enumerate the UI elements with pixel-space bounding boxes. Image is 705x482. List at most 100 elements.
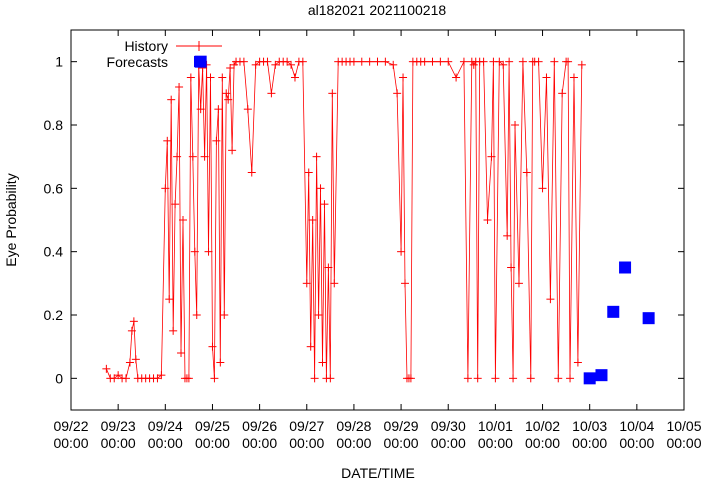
history-point xyxy=(228,146,237,155)
tick-marks xyxy=(70,30,685,410)
history-point xyxy=(110,374,119,383)
y-tick-label: 0 xyxy=(55,370,63,386)
x-tick-label-time: 00:00 xyxy=(242,435,277,451)
history-point xyxy=(157,371,166,380)
forecast-point xyxy=(583,372,596,385)
x-tick-label-time: 00:00 xyxy=(384,435,419,451)
x-tick-label-date: 09/29 xyxy=(384,418,419,434)
history-point xyxy=(290,73,299,82)
history-point xyxy=(247,168,256,177)
x-tick-label-time: 00:00 xyxy=(101,435,136,451)
history-point xyxy=(373,57,382,66)
y-tick-label: 1 xyxy=(55,54,63,70)
history-point xyxy=(308,216,317,224)
y-tick-label: 0.8 xyxy=(44,117,64,133)
history-point xyxy=(263,57,272,66)
x-tick-label-time: 00:00 xyxy=(53,435,88,451)
history-point xyxy=(542,73,551,82)
history-point xyxy=(283,57,292,66)
history-point xyxy=(564,57,573,66)
history-point xyxy=(302,279,311,288)
y-tick-label: 0.6 xyxy=(44,180,64,196)
history-point xyxy=(459,57,468,66)
history-point xyxy=(393,89,402,98)
history-point xyxy=(165,295,174,304)
history-point xyxy=(463,374,472,383)
history-point xyxy=(214,105,223,114)
x-tick-label-time: 00:00 xyxy=(195,435,230,451)
history-line xyxy=(106,60,583,379)
history-point xyxy=(357,57,366,66)
history-point xyxy=(192,311,201,319)
tick-labels: 09/2200:0009/2300:0009/2400:0009/2500:00… xyxy=(44,54,702,451)
history-point xyxy=(125,358,134,367)
history-point xyxy=(573,358,582,367)
history-point xyxy=(239,57,248,66)
history-point xyxy=(173,152,182,161)
history-point xyxy=(129,317,138,326)
x-tick-label-date: 09/27 xyxy=(289,418,324,434)
x-tick-label-time: 00:00 xyxy=(572,435,607,451)
history-point xyxy=(328,89,337,98)
history-point xyxy=(131,355,140,364)
history-point xyxy=(444,57,453,66)
history-point xyxy=(499,60,508,69)
history-point xyxy=(190,247,199,256)
x-tick-label-date: 09/28 xyxy=(336,418,371,434)
history-point xyxy=(310,374,319,383)
x-tick-label-time: 00:00 xyxy=(148,435,183,451)
history-point xyxy=(324,263,333,272)
x-tick-label-time: 00:00 xyxy=(619,435,654,451)
history-point xyxy=(326,374,335,383)
history-point xyxy=(522,168,531,177)
x-tick-label-time: 00:00 xyxy=(478,435,513,451)
history-point xyxy=(473,374,482,383)
history-point xyxy=(206,73,215,82)
history-point xyxy=(406,374,415,383)
history-point xyxy=(534,57,543,66)
history-point xyxy=(397,247,406,256)
history-point xyxy=(171,200,180,209)
history-point xyxy=(320,200,329,209)
history-point xyxy=(184,374,193,383)
history-point xyxy=(169,326,178,335)
history-point xyxy=(196,105,205,114)
history-point xyxy=(304,168,313,177)
history-point xyxy=(222,89,231,98)
history-point xyxy=(452,73,461,82)
forecast-point xyxy=(642,312,655,325)
history-point xyxy=(243,105,252,114)
history-point xyxy=(161,184,170,193)
history-point xyxy=(554,374,563,383)
history-point xyxy=(401,279,410,288)
history-point xyxy=(509,374,518,383)
history-point xyxy=(208,342,217,351)
history-point xyxy=(514,279,523,288)
history-point xyxy=(186,73,195,82)
legend-history-label: History xyxy=(124,38,168,54)
history-point xyxy=(312,152,321,161)
history-point xyxy=(218,73,227,82)
history-point xyxy=(212,136,221,145)
history-point xyxy=(114,371,123,380)
history-point xyxy=(381,57,390,66)
history-point xyxy=(163,136,172,145)
history-point xyxy=(507,263,516,272)
legend: History Forecasts xyxy=(107,38,222,70)
history-point xyxy=(420,57,429,66)
history-point xyxy=(330,279,339,288)
history-point xyxy=(167,95,176,104)
y-tick-label: 0.4 xyxy=(44,244,64,260)
history-point xyxy=(175,83,184,91)
history-point xyxy=(389,60,398,69)
history-point xyxy=(538,184,547,193)
forecast-point xyxy=(619,261,632,274)
history-point xyxy=(153,374,162,383)
history-point xyxy=(546,295,555,304)
history-point xyxy=(505,57,514,66)
history-point xyxy=(316,184,325,193)
forecast-point xyxy=(595,369,608,382)
legend-forecasts-label: Forecasts xyxy=(107,54,168,70)
y-axis-label: Eye Probability xyxy=(3,173,19,266)
x-tick-label-date: 09/24 xyxy=(148,418,183,434)
